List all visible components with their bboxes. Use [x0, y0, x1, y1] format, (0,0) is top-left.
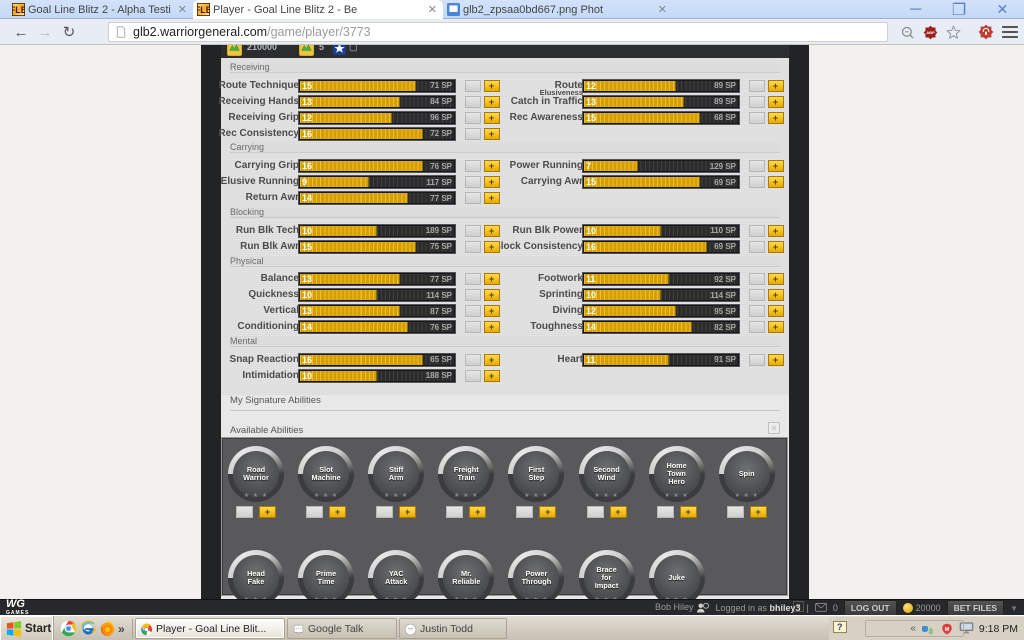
svg-text:FLB: FLB [12, 5, 25, 15]
svg-text:ABP: ABP [926, 30, 935, 35]
svg-text:FLB: FLB [197, 5, 210, 15]
